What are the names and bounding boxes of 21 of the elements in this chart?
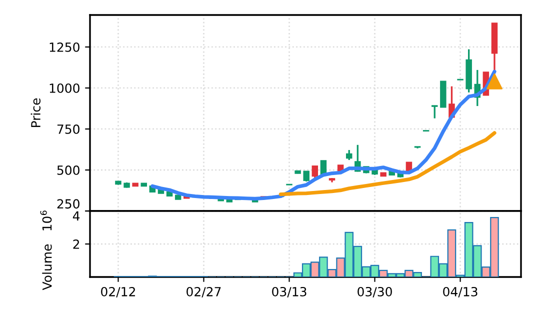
y-tick-label: 2 [73,239,80,249]
y-axis-title: Volume [42,244,52,290]
x-tick-label: 03/13 [272,286,306,298]
y-tick-label: 4 [72,211,80,220]
candlestick [312,164,318,179]
y-tick-label: 500 [57,165,80,175]
y-tick-label: 750 [57,124,80,134]
y-tick-label: 250 [57,199,80,209]
x-tick-label: 02/12 [101,286,135,298]
y-axis-title: Price [30,98,40,128]
candlestick [346,149,352,161]
candlestick [432,104,438,120]
y-tick-label: 1000 [50,83,80,93]
text: 10$^{6}$ [40,210,52,230]
x-tick-label: 02/27 [186,286,221,298]
candlestick [320,160,327,174]
x-tick-label: 04/13 [443,286,478,298]
y-tick-label: 1250 [50,42,80,52]
candlestick [303,170,310,182]
line-series [278,131,496,196]
x-tick-label: 03/30 [358,286,392,298]
